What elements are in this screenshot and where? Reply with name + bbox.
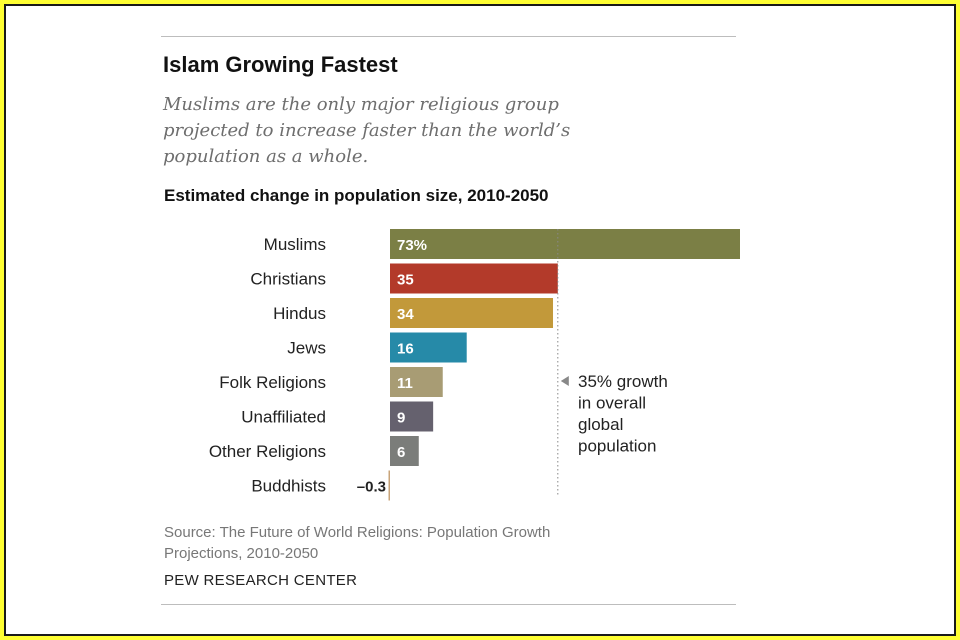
value-label-unaffiliated: 9: [397, 410, 405, 427]
source-line: Source: The Future of World Religions: P…: [164, 524, 551, 541]
top-rule: [161, 36, 736, 37]
reference-label-line: in overall: [578, 394, 646, 413]
category-label-hindus: Hindus: [273, 304, 326, 323]
value-label-other-religions: 6: [397, 444, 405, 461]
bar-hindus: [390, 298, 554, 328]
value-label-buddhists: –0.3: [357, 479, 386, 496]
reference-label-line: population: [578, 437, 656, 456]
bar-buddhists: [388, 470, 390, 501]
category-label-jews: Jews: [287, 339, 326, 358]
source-line: Projections, 2010-2050: [164, 545, 319, 562]
reference-arrow-icon: [560, 376, 569, 386]
subtitle-line: population as a whole.: [163, 146, 369, 167]
bar-muslims: [390, 229, 740, 259]
category-label-folk-religions: Folk Religions: [219, 373, 326, 392]
value-label-christians: 35: [397, 272, 414, 289]
reference-label-line: global: [578, 415, 623, 434]
value-label-muslims: 73%: [397, 237, 427, 254]
value-label-jews: 16: [397, 341, 414, 358]
bar-jews: [390, 332, 467, 363]
chart-heading: Estimated change in population size, 201…: [164, 186, 549, 205]
brand-label: PEW RESEARCH CENTER: [164, 572, 358, 589]
value-label-hindus: 34: [397, 306, 414, 323]
value-label-folk-religions: 11: [397, 375, 413, 392]
bar-folk-religions: [390, 367, 443, 397]
bottom-rule: [161, 604, 736, 605]
category-label-christians: Christians: [250, 270, 326, 289]
category-label-buddhists: Buddhists: [251, 477, 326, 496]
bar-unaffiliated: [390, 401, 434, 432]
chart-subtitle: Muslims are the only major religious gro…: [163, 92, 743, 170]
category-label-unaffiliated: Unaffiliated: [241, 408, 326, 427]
bar-other-religions: [390, 436, 419, 466]
category-label-muslims: Muslims: [264, 235, 326, 254]
category-label-other-religions: Other Religions: [209, 442, 326, 461]
subtitle-line: Muslims are the only major religious gro…: [163, 94, 559, 115]
chart-title: Islam Growing Fastest: [163, 52, 398, 77]
reference-label-line: 35% growth: [578, 372, 668, 391]
subtitle-line: projected to increase faster than the wo…: [163, 120, 571, 141]
source-note: Source: The Future of World Religions: P…: [164, 522, 550, 564]
bar-christians: [390, 263, 558, 294]
